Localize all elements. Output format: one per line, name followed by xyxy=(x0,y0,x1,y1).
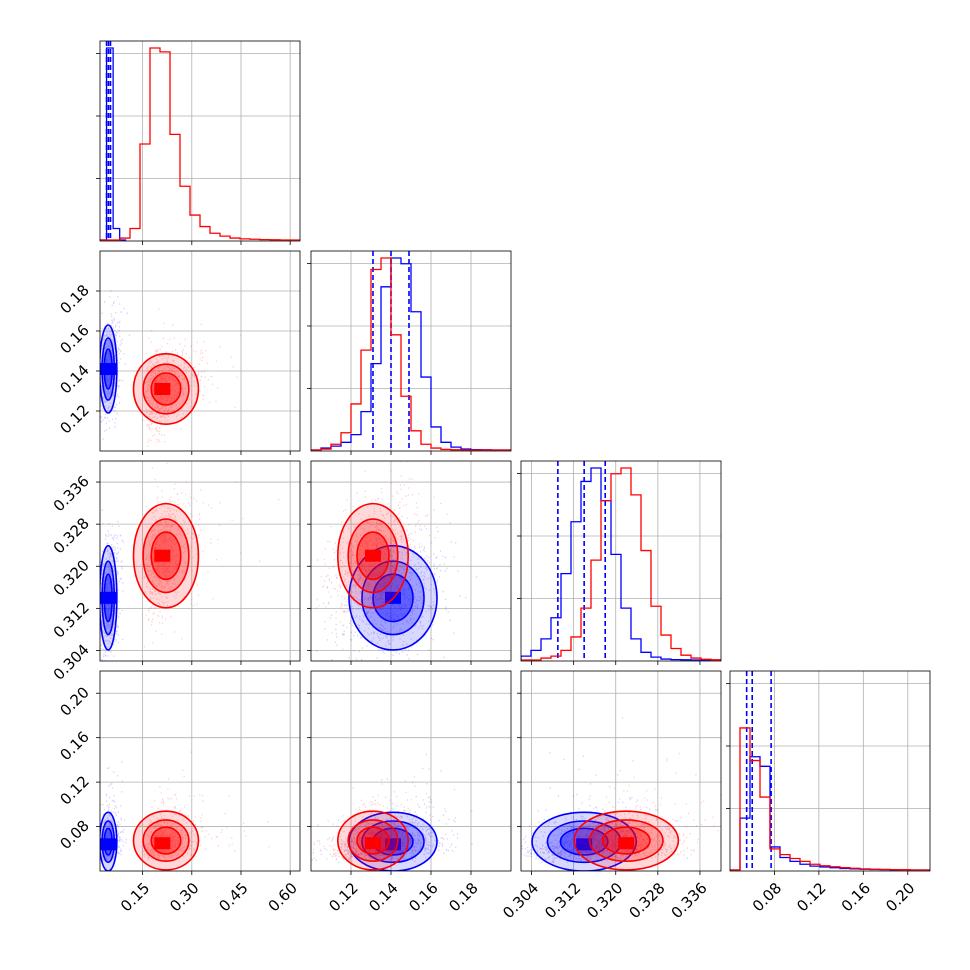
panel-background xyxy=(730,671,930,871)
x-tick-label: 0.16 xyxy=(405,879,441,915)
panel-3-1 xyxy=(307,670,512,875)
y-tick-label: 0.18 xyxy=(56,281,92,317)
panel-content xyxy=(521,461,721,661)
density-peak xyxy=(365,549,381,562)
panel-background xyxy=(100,461,300,661)
y-tick-label: 0.08 xyxy=(56,817,92,853)
panel-2-0 xyxy=(96,460,301,665)
scatter-points-red xyxy=(315,461,448,636)
y-tick-label: 0.12 xyxy=(56,401,92,437)
density-peak xyxy=(100,838,117,851)
panel-background xyxy=(311,671,511,871)
panel-3-2 xyxy=(517,670,722,875)
panel-content xyxy=(100,751,270,871)
panel-1-1 xyxy=(307,250,512,455)
x-tick-label: 0.336 xyxy=(668,879,711,922)
histogram-blue xyxy=(521,467,721,661)
panel-frame xyxy=(99,460,301,662)
panel-3-0 xyxy=(96,670,301,875)
y-tick-label: 0.312 xyxy=(50,598,93,641)
panel-background xyxy=(100,41,300,241)
x-tick-label: 0.12 xyxy=(793,879,829,915)
histogram-red xyxy=(100,47,300,241)
panel-content xyxy=(100,290,242,447)
x-tick-label: 0.08 xyxy=(749,879,785,915)
x-tick-label: 0.15 xyxy=(117,879,153,915)
panel-content xyxy=(100,462,280,661)
x-tick-label: 0.12 xyxy=(325,879,361,915)
x-tick-label: 0.328 xyxy=(625,879,668,922)
panel-frame xyxy=(729,670,931,872)
density-peak xyxy=(154,383,171,395)
panel-content xyxy=(730,671,930,871)
density-peak xyxy=(154,549,171,562)
histogram-red xyxy=(730,727,930,871)
x-tick-label: 0.20 xyxy=(882,879,918,915)
panel-3-3 xyxy=(726,670,931,875)
density-peak xyxy=(365,837,381,850)
y-tick-label: 0.328 xyxy=(50,514,93,557)
histogram-red xyxy=(311,257,511,451)
y-tick-label: 0.304 xyxy=(50,641,93,684)
y-tick-label: 0.16 xyxy=(56,321,92,357)
histogram-red xyxy=(521,467,721,661)
panel-2-2 xyxy=(517,460,722,665)
panel-content xyxy=(521,717,721,871)
x-tick-label: 0.312 xyxy=(541,879,584,922)
panel-frame xyxy=(310,670,512,872)
panel-frame xyxy=(310,250,512,452)
x-tick-label: 0.18 xyxy=(445,879,481,915)
panel-content xyxy=(100,41,300,241)
panel-0-0 xyxy=(96,40,301,245)
panel-2-1 xyxy=(307,460,512,665)
panel-frame xyxy=(520,670,722,872)
x-tick-label: 0.14 xyxy=(365,879,401,915)
density-peak xyxy=(100,591,117,604)
density-peak xyxy=(154,837,171,850)
density-peak xyxy=(618,837,635,850)
y-tick-label: 0.16 xyxy=(56,728,92,764)
y-tick-label: 0.12 xyxy=(56,772,92,808)
x-tick-label: 0.60 xyxy=(265,879,301,915)
y-tick-label: 0.14 xyxy=(56,361,92,397)
panel-background xyxy=(100,251,300,451)
x-tick-label: 0.45 xyxy=(215,879,251,915)
panel-content xyxy=(311,753,473,871)
y-tick-label: 0.320 xyxy=(50,556,93,599)
x-tick-label: 0.320 xyxy=(583,879,626,922)
x-tick-label: 0.30 xyxy=(166,879,202,915)
panel-frame xyxy=(99,250,301,452)
x-tick-label: 0.16 xyxy=(838,879,874,915)
panel-content xyxy=(315,461,478,661)
y-tick-label: 0.20 xyxy=(56,683,92,719)
density-peak xyxy=(100,363,117,375)
panel-1-0 xyxy=(96,250,301,455)
y-tick-label: 0.336 xyxy=(50,472,93,515)
x-tick-label: 0.304 xyxy=(499,879,542,922)
density-peak xyxy=(576,838,593,851)
panel-frame xyxy=(99,670,301,872)
panel-frame xyxy=(310,460,512,662)
panel-frame xyxy=(99,40,301,242)
panel-frame xyxy=(520,460,722,662)
panel-content xyxy=(311,251,511,451)
